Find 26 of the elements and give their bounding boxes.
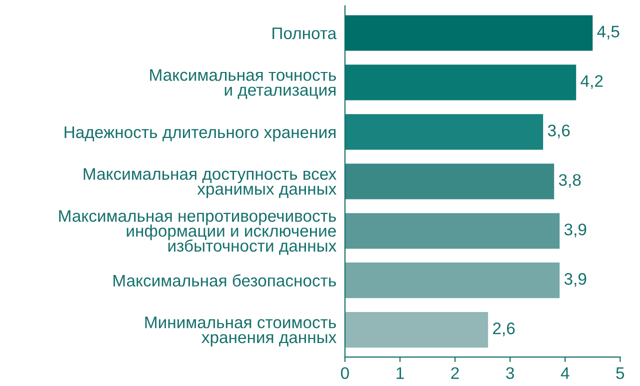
x-tick-label: 3	[506, 367, 514, 380]
y-tick-label: Надежность длительного хранения	[64, 126, 336, 142]
data-label: 2,6	[493, 322, 515, 336]
data-label: 4,2	[580, 75, 603, 89]
x-tick-label: 1	[396, 367, 404, 379]
y-tick-label: Максимальная безопасность	[114, 274, 336, 287]
data-label: 3,9	[564, 273, 586, 287]
x-tick-label: 5	[616, 367, 624, 380]
bar	[344, 15, 593, 51]
data-label: 4,5	[597, 26, 620, 40]
data-label: 3,8	[558, 174, 581, 188]
y-tick-label: Максимальная доступность всех хранимых данных	[84, 168, 336, 198]
x-tick-label: 4	[560, 367, 570, 379]
bar	[344, 164, 554, 200]
y-tick-label: Полнота	[272, 28, 337, 40]
data-label: 3,9	[564, 224, 586, 238]
y-tick-label: Минимальная стоимость хранения данных	[145, 316, 336, 346]
bar	[344, 114, 544, 150]
y-tick-label: Максимальная точность и детализация	[150, 69, 336, 99]
x-tick-label: 0	[340, 367, 349, 380]
bar	[344, 312, 488, 348]
y-tick-label: Максимальная непротиворечивость информации и исключение избыточности данных	[59, 210, 336, 255]
x-tick-label: 2	[451, 367, 459, 379]
data-label: 3,6	[548, 124, 570, 138]
bar	[344, 213, 560, 249]
bar	[344, 262, 560, 298]
